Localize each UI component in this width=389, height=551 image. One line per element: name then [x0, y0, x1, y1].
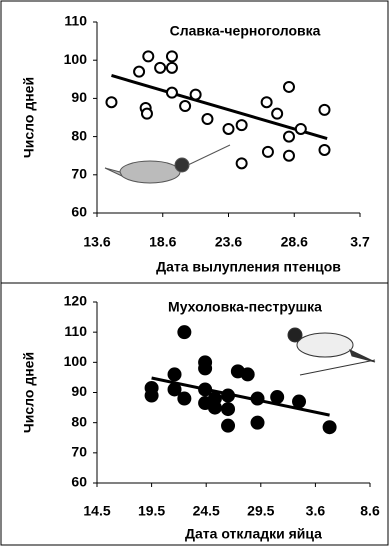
- point: [201, 113, 214, 126]
- point: [250, 391, 265, 406]
- point: [222, 122, 235, 135]
- point: [144, 388, 159, 403]
- point: [292, 394, 307, 409]
- point: [250, 415, 265, 430]
- point: [221, 402, 236, 417]
- point: [198, 361, 213, 376]
- point: [240, 367, 255, 382]
- x-tick-label: 13.6: [83, 234, 110, 250]
- point: [189, 88, 202, 101]
- point: [282, 130, 295, 143]
- point: [165, 86, 178, 99]
- point: [207, 400, 222, 415]
- point: [167, 382, 182, 397]
- point: [179, 100, 192, 113]
- y-tick-label: 110: [64, 13, 87, 29]
- x-tick-label: 23.6: [215, 234, 242, 250]
- point: [105, 96, 118, 109]
- point: [282, 80, 295, 93]
- x-tick-label: 19.5: [138, 503, 165, 519]
- x-tick-label: 8.6: [360, 503, 380, 519]
- point: [261, 145, 274, 158]
- y-tick-label: 60: [71, 474, 87, 490]
- y-tick-label: 100: [64, 51, 88, 67]
- x-tick-label: 3.6: [306, 503, 326, 519]
- trend-line: [111, 74, 328, 140]
- point: [221, 388, 236, 403]
- point: [282, 149, 295, 162]
- point: [165, 61, 178, 74]
- y-axis-label: Число дней: [21, 77, 37, 158]
- point: [154, 61, 167, 74]
- chart-title: Славка-черноголовка: [170, 23, 321, 39]
- x-tick-label: 18.6: [149, 234, 176, 250]
- y-tick-label: 80: [71, 413, 87, 429]
- x-tick-label: 24.5: [193, 503, 220, 519]
- point: [318, 143, 331, 156]
- x-axis-label: Дата вылупления птенцов: [156, 259, 341, 275]
- point: [177, 325, 192, 340]
- y-tick-label: 90: [71, 89, 87, 105]
- point: [167, 367, 182, 382]
- x-tick-label: 28.6: [281, 234, 308, 250]
- point: [270, 390, 285, 405]
- point: [165, 50, 178, 63]
- y-tick-label: 70: [71, 166, 87, 182]
- point: [318, 103, 331, 116]
- y-axis-label: Число дней: [21, 352, 37, 433]
- point: [235, 157, 248, 170]
- point: [235, 119, 248, 132]
- y-tick-label: 110: [64, 323, 87, 339]
- y-tick-label: 90: [71, 383, 87, 399]
- trend-line: [151, 376, 330, 417]
- y-tick-label: 80: [71, 127, 87, 143]
- point: [294, 122, 307, 135]
- y-tick-label: 60: [71, 204, 87, 220]
- x-tick-label: 14.5: [83, 503, 110, 519]
- point: [133, 65, 146, 78]
- bird-2: [287, 327, 376, 376]
- y-tick-label: 120: [64, 293, 88, 309]
- point: [177, 391, 192, 406]
- x-tick-label: 29.5: [247, 503, 274, 519]
- point: [260, 96, 273, 109]
- point: [271, 107, 284, 120]
- point: [221, 418, 236, 433]
- point: [140, 107, 153, 120]
- point: [198, 382, 213, 397]
- y-tick-label: 70: [71, 444, 87, 460]
- point: [142, 50, 155, 63]
- y-tick-label: 100: [64, 353, 88, 369]
- x-tick-label: 3.7: [350, 234, 370, 250]
- point: [322, 420, 337, 435]
- x-axis-label: Дата откладки яйца: [185, 526, 322, 542]
- bird-1: [104, 144, 231, 184]
- chart-title: Мухоловка-пеструшка: [168, 299, 322, 315]
